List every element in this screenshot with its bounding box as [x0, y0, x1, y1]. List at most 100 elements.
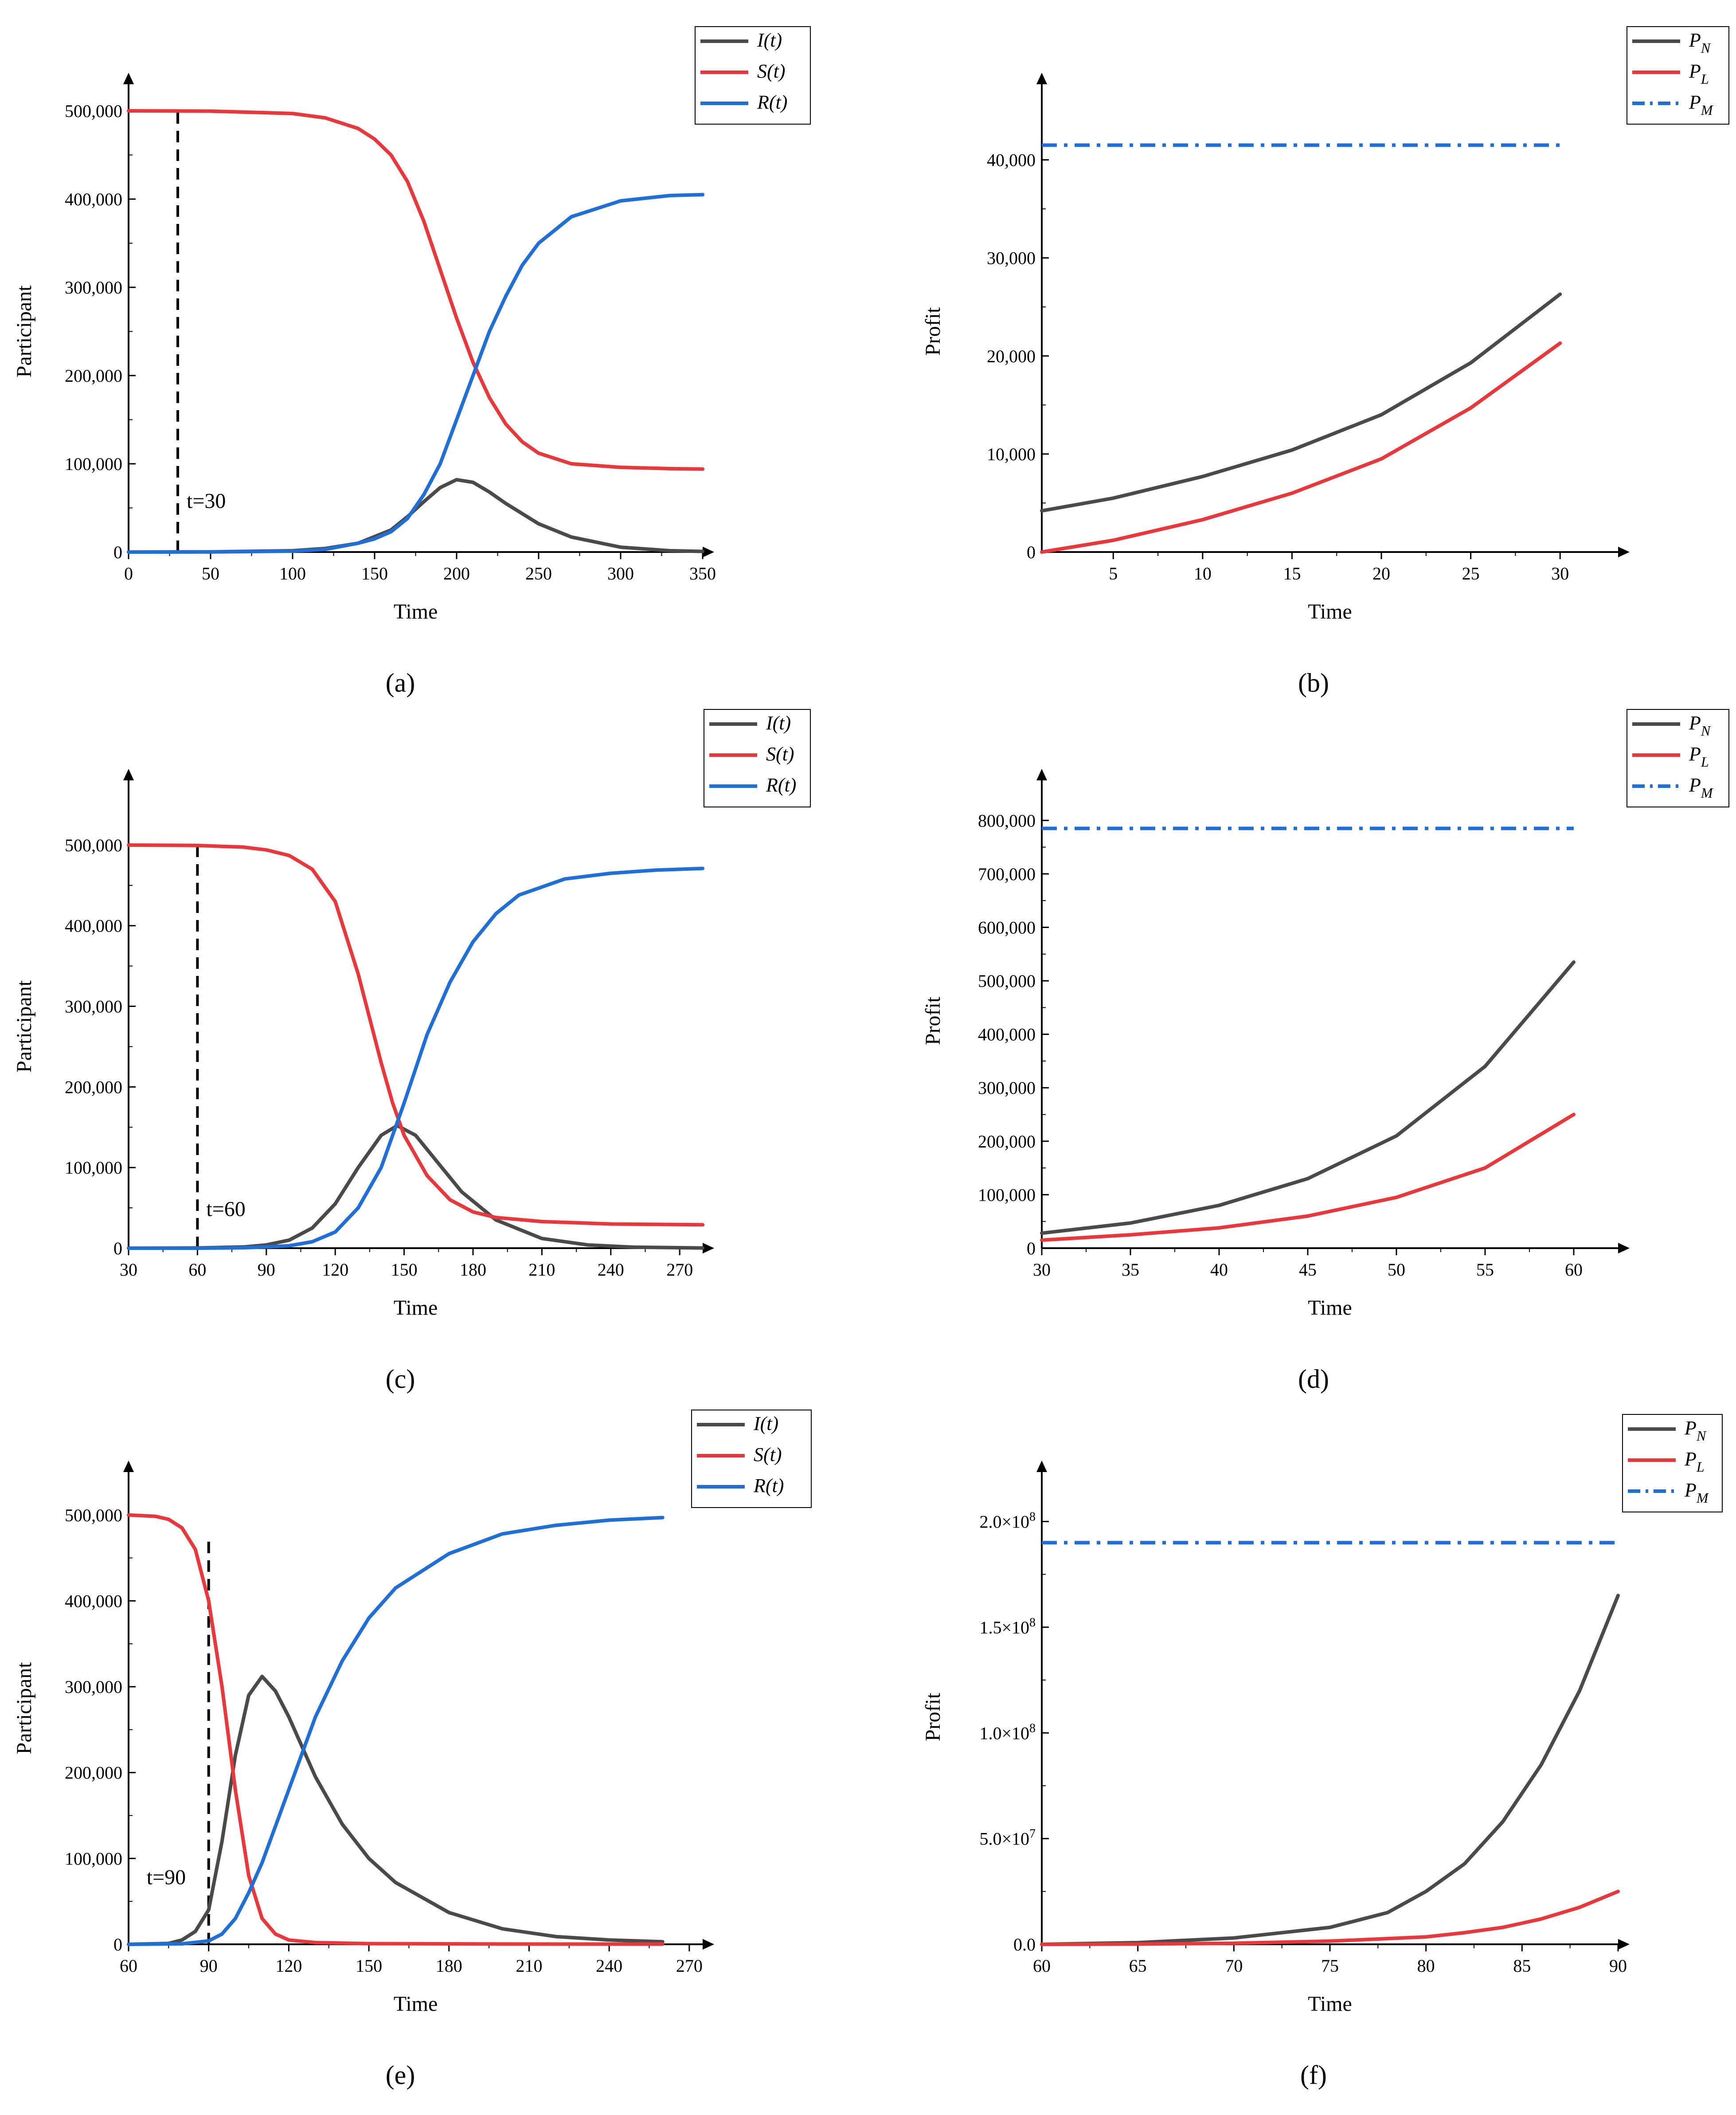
legend: PN PL PM	[1627, 26, 1729, 125]
legend-label-subscript: N	[1696, 1428, 1707, 1444]
series-line-rt	[127, 193, 704, 554]
y-tick-mantissa: 1.5×10	[979, 1618, 1029, 1637]
x-tick-label: 25	[1462, 564, 1480, 584]
legend-label: S(t)	[754, 1444, 782, 1465]
legend-label: I(t)	[753, 1413, 778, 1434]
x-tick-label: 250	[525, 564, 552, 584]
series-line-rt	[127, 1516, 665, 1946]
y-tick-label: 1.0×108	[979, 1721, 1036, 1743]
legend-label: PN	[1689, 29, 1711, 56]
x-tick-label: 150	[356, 1956, 382, 1976]
legend-label: R(t)	[757, 91, 787, 113]
legend-label-main: P	[1689, 743, 1701, 765]
x-tick-label: 150	[361, 564, 388, 584]
panel-b: 5 10 15 20 25 30 0 10,000 20,000 30,000 40,000 Time…	[921, 26, 1729, 697]
x-tick-label: 40	[1210, 1260, 1228, 1280]
legend-label-main: S(t)	[754, 1444, 782, 1465]
y-tick-label: 300,000	[65, 278, 122, 298]
threshold-annotation: t=60	[206, 1197, 245, 1221]
x-axis-arrow	[703, 1243, 714, 1253]
y-axis-arrow	[1036, 1461, 1047, 1472]
y-tick-label: 0	[113, 1935, 122, 1954]
y-tick-label: 20,000	[987, 346, 1036, 366]
y-tick-label: 10,000	[987, 444, 1036, 464]
y-tick-label: 500,000	[978, 971, 1036, 991]
legend-label: PM	[1689, 774, 1714, 801]
legend-label-main: P	[1689, 60, 1701, 82]
legend-label-main: S(t)	[766, 743, 794, 765]
legend-label: PM	[1689, 91, 1714, 118]
y-tick-label: 400,000	[978, 1025, 1036, 1045]
x-tick-label: 20	[1372, 564, 1390, 584]
series-line-st	[127, 109, 704, 471]
panel-caption: (a)	[386, 668, 415, 697]
legend-label-subscript: L	[1701, 71, 1709, 87]
legend-label-subscript: M	[1696, 1490, 1709, 1506]
y-tick-label: 200,000	[65, 366, 122, 386]
legend-label-subscript: N	[1701, 40, 1711, 56]
y-axis-label: Profit	[921, 1692, 945, 1741]
panel-caption: (f)	[1300, 2060, 1327, 2090]
x-tick-label: 30	[1033, 1260, 1051, 1280]
panel-f: 60 65 70 75 80 85 900.05.0×1071.0×1081.5×1082.…	[921, 1414, 1723, 2090]
legend-label: I(t)	[757, 29, 782, 51]
x-axis-label: Time	[1308, 1296, 1352, 1320]
threshold-annotation: t=90	[147, 1865, 186, 1889]
x-tick-label: 30	[120, 1260, 137, 1280]
y-tick-mantissa: 2.0×10	[979, 1512, 1029, 1532]
y-tick-exponent: 7	[1029, 1827, 1036, 1841]
legend-label-main: I(t)	[753, 1413, 778, 1434]
y-tick-label: 400,000	[65, 189, 122, 209]
x-tick-label: 50	[202, 564, 219, 584]
y-tick-label: 100,000	[978, 1185, 1036, 1205]
x-tick-label: 65	[1129, 1956, 1147, 1976]
y-axis-arrow	[123, 73, 134, 84]
legend-label-main: P	[1689, 774, 1701, 796]
y-tick-label: 0	[1027, 1238, 1036, 1258]
series-line-st	[127, 1513, 665, 1946]
y-tick-exponent: 8	[1029, 1616, 1036, 1629]
panel-c: 30 60 90 120 150 180 210 240 270 0 100,000 200,000 3…	[12, 709, 811, 1394]
y-tick-label: 40,000	[987, 150, 1036, 170]
legend-label-main: S(t)	[757, 60, 786, 82]
x-tick-label: 70	[1225, 1956, 1243, 1976]
x-tick-label: 120	[275, 1956, 302, 1976]
x-tick-label: 350	[689, 564, 716, 584]
panel-caption: (c)	[386, 1364, 415, 1394]
series-line-pl	[1040, 1889, 1620, 1946]
x-tick-label: 100	[279, 564, 306, 584]
x-tick-label: 180	[436, 1956, 462, 1976]
x-tick-label: 15	[1283, 564, 1301, 584]
x-tick-label: 35	[1122, 1260, 1139, 1280]
y-tick-label: 0.0	[1013, 1935, 1036, 1954]
x-axis-label: Time	[394, 1296, 438, 1320]
series-line-pn	[1040, 960, 1576, 1235]
y-tick-label: 500,000	[65, 835, 122, 855]
legend-label-main: I(t)	[757, 29, 782, 51]
legend-label: S(t)	[757, 60, 786, 82]
x-tick-label: 60	[1565, 1260, 1583, 1280]
y-axis-label: Participant	[12, 1662, 36, 1755]
x-tick-label: 270	[676, 1956, 703, 1976]
y-tick-label: 2.0×108	[979, 1510, 1036, 1532]
legend-label-main: P	[1689, 712, 1701, 734]
x-tick-label: 90	[1609, 1956, 1627, 1976]
legend-label-subscript: L	[1696, 1459, 1705, 1475]
legend-label-main: R(t)	[757, 91, 787, 113]
legend: I(t) S(t) R(t)	[691, 1410, 812, 1508]
y-axis-arrow	[123, 769, 134, 780]
x-axis-arrow	[1618, 1243, 1630, 1253]
x-tick-label: 270	[666, 1260, 693, 1280]
y-tick-label: 200,000	[65, 1077, 122, 1097]
y-axis-arrow	[1036, 73, 1047, 84]
x-tick-label: 240	[596, 1956, 622, 1976]
x-axis-label: Time	[1308, 600, 1352, 623]
y-axis-arrow	[1036, 769, 1047, 780]
x-tick-label: 55	[1476, 1260, 1494, 1280]
panel-d: 30 35 40 45 50 55 60 0 100,000 200,000 300,000 400,…	[921, 709, 1729, 1394]
x-tick-label: 240	[598, 1260, 624, 1280]
x-tick-label: 210	[516, 1956, 542, 1976]
y-tick-label: 300,000	[65, 1677, 122, 1697]
x-tick-label: 300	[607, 564, 634, 584]
legend-label: R(t)	[766, 774, 796, 796]
